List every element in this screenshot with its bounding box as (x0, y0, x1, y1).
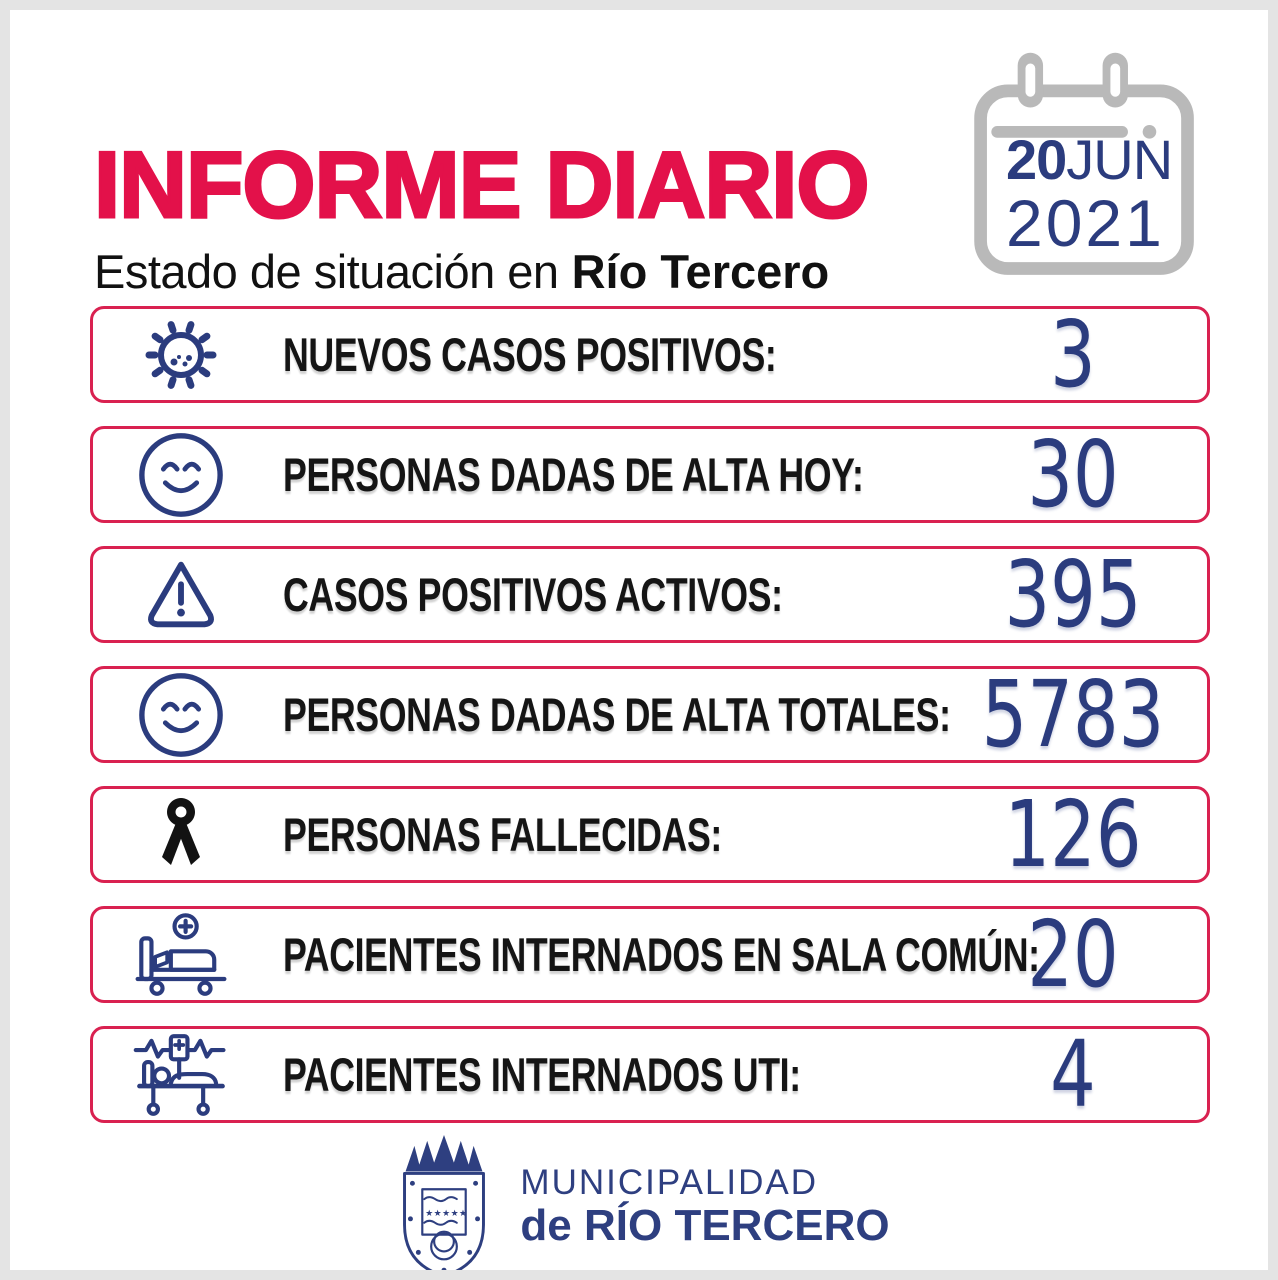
stat-value: 395 (1004, 540, 1142, 648)
stat-label: PERSONAS DADAS DE ALTA HOY: (283, 448, 864, 501)
stat-label: NUEVOS CASOS POSITIVOS: (283, 328, 777, 381)
stat-value: 5783 (981, 660, 1165, 768)
stat-label: CASOS POSITIVOS ACTIVOS: (283, 568, 783, 621)
stat-value: 3 (1050, 300, 1096, 408)
stat-label: PACIENTES INTERNADOS EN SALA COMÚN: (283, 928, 1040, 981)
stat-label: PERSONAS DADAS DE ALTA TOTALES: (283, 688, 951, 741)
virus-icon (133, 318, 229, 392)
calendar-icon (974, 52, 1194, 275)
header: INFORME DIARIO Estado de situación en Río… (93, 132, 872, 299)
stat-value: 30 (1027, 420, 1119, 528)
stat-row-altas-hoy: PERSONAS DADAS DE ALTA HOY: 30 (90, 426, 1210, 523)
stats-list: NUEVOS CASOS POSITIVOS: 3 PERSONAS DADAS… (90, 306, 1210, 1146)
svg-text:★★★★★: ★★★★★ (426, 1209, 468, 1219)
stat-value: 20 (1027, 900, 1119, 1008)
stat-row-casos-activos: CASOS POSITIVOS ACTIVOS: 395 (90, 546, 1210, 643)
mourning-ribbon-icon (133, 797, 229, 873)
stat-row-internados-sala: PACIENTES INTERNADOS EN SALA COMÚN: 20 (90, 906, 1210, 1003)
smiley-icon (133, 430, 229, 520)
stat-label: PACIENTES INTERNADOS UTI: (283, 1048, 801, 1101)
calendar-date: 20JUN 2021 (1006, 132, 1173, 260)
stat-row-internados-uti: PACIENTES INTERNADOS UTI: 4 (90, 1026, 1210, 1123)
calendar-year: 2021 (1006, 186, 1165, 260)
stat-row-altas-totales: PERSONAS DADAS DE ALTA TOTALES: 5783 (90, 666, 1210, 763)
org-name-bottom: de RÍO TERCERO (520, 1201, 890, 1251)
warning-icon (133, 556, 229, 634)
municipality-crest-icon: ★★★★★ (403, 1134, 486, 1270)
org-name-top: MUNICIPALIDAD (520, 1162, 819, 1202)
hospital-bed-icon (133, 911, 229, 999)
subtitle-prefix: Estado de situación en (94, 245, 559, 298)
page-title: INFORME DIARIO (93, 132, 872, 237)
calendar-widget: 20JUN 2021 (964, 44, 1208, 288)
stat-row-fallecidas: PERSONAS FALLECIDAS: 126 (90, 786, 1210, 883)
stat-label: PERSONAS FALLECIDAS: (283, 808, 722, 861)
stat-row-nuevos-casos: NUEVOS CASOS POSITIVOS: 3 (90, 306, 1210, 403)
footer-logo-lockup: ★★★★★ MUNICIPALIDAD de RÍO TERCERO (10, 1132, 1268, 1270)
calendar-month: JUN (1066, 128, 1173, 191)
stat-value: 4 (1050, 1020, 1096, 1128)
subtitle-city: Río Tercero (571, 245, 830, 298)
page-subtitle: Estado de situación en Río Tercero (94, 244, 869, 299)
calendar-day: 20 (1006, 128, 1067, 191)
municipality-name: MUNICIPALIDAD de RÍO TERCERO (520, 1162, 890, 1251)
smiley-icon (133, 670, 229, 760)
icu-bed-icon (133, 1030, 229, 1120)
stat-value: 126 (1004, 780, 1142, 888)
